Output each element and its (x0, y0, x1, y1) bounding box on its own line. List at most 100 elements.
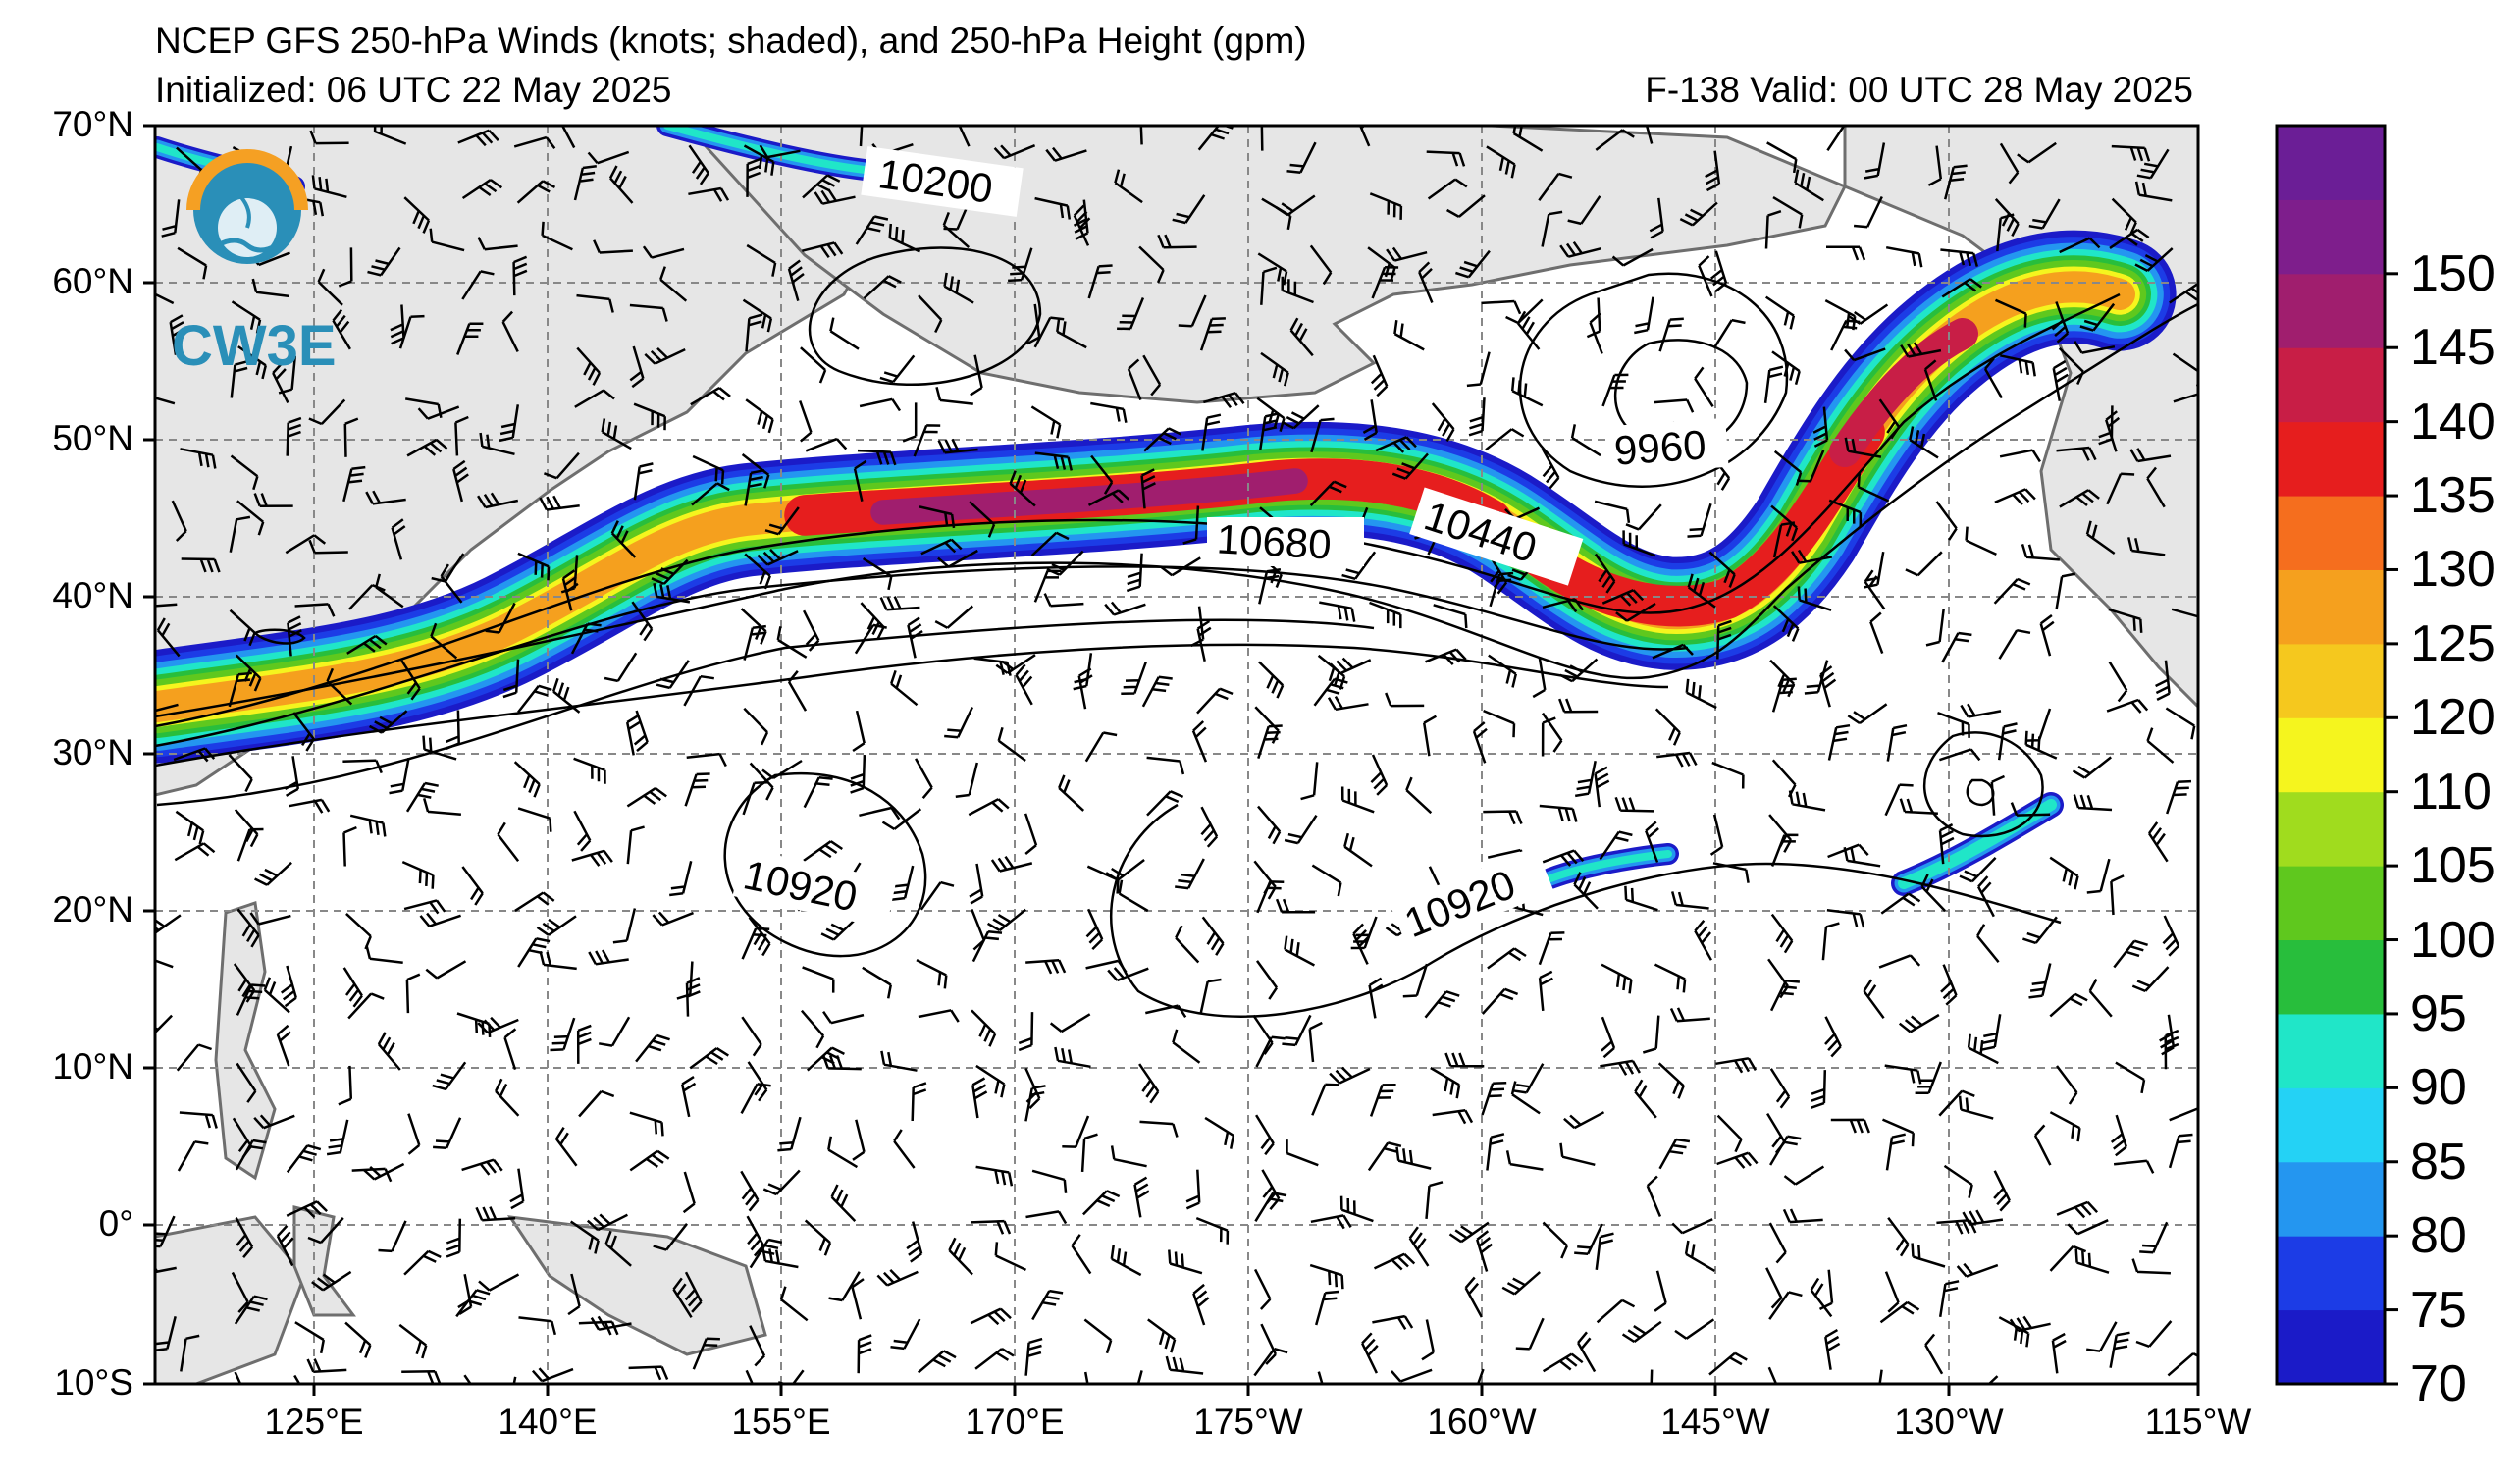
wind-barb (633, 402, 666, 431)
wind-barb (1309, 244, 1333, 286)
wind-barb (1767, 958, 1789, 999)
wind-barb (1286, 1139, 1319, 1167)
wind-barb (1255, 1035, 1286, 1068)
wind-barb (461, 270, 495, 300)
wind-barb (2072, 756, 2112, 779)
wind-barb (1255, 1114, 1275, 1156)
wind-barb (405, 781, 439, 813)
wind-barb (746, 243, 777, 277)
wind-barb (389, 757, 410, 795)
wind-barb (1882, 1118, 1915, 1147)
wind-barb (229, 515, 251, 553)
wind-barb (1175, 858, 1205, 890)
wind-barb (676, 961, 694, 1000)
wind-barb (377, 1032, 401, 1071)
wind-barb (990, 855, 1033, 873)
wind-barb (757, 549, 799, 566)
wind-barb (626, 825, 645, 865)
wind-barb (1766, 141, 1798, 174)
wind-barb (461, 1158, 503, 1176)
wind-barb (349, 814, 387, 837)
wind-speed-patch (1547, 850, 1672, 882)
wind-barb (820, 916, 860, 941)
wind-barb (1327, 695, 1369, 712)
wind-barb (1309, 1263, 1344, 1290)
wind-barb (1127, 358, 1142, 401)
wind-barb (494, 1078, 520, 1117)
latitude-label: 60°N (52, 261, 133, 301)
wind-barb (1056, 317, 1087, 349)
wind-barb (531, 1367, 574, 1383)
wind-barb (2139, 1221, 2169, 1254)
wind-barb (1143, 427, 1182, 452)
wind-barb (822, 1010, 865, 1025)
wind-barb (1788, 790, 1826, 812)
wind-barb (1772, 196, 1804, 229)
wind-barb (1994, 198, 2020, 237)
wind-barb (1927, 145, 1943, 186)
wind-barb (2135, 1320, 2173, 1348)
wind-barb (1033, 569, 1062, 603)
colorbar-label: 130 (2410, 541, 2495, 599)
wind-barb (1172, 194, 1206, 225)
wind-barb (1791, 549, 1833, 564)
wind-barb (1275, 194, 1316, 217)
wind-barb (610, 520, 637, 558)
wind-barb (1192, 1283, 1210, 1326)
wind-barb (1911, 1243, 1946, 1268)
wind-barb (974, 1348, 1015, 1370)
wind-barb (669, 861, 693, 897)
wind-barb (342, 465, 366, 503)
wind-barb (404, 397, 443, 418)
wind-barb (2146, 466, 2166, 508)
wind-barb (1857, 473, 1890, 503)
wind-barb (1999, 142, 2020, 185)
colorbar-bin (2277, 1236, 2385, 1311)
wind-barb (501, 310, 519, 352)
wind-barb (1960, 703, 2002, 718)
wind-barb (2051, 1332, 2067, 1374)
wind-barb (440, 563, 463, 604)
wind-barb (971, 1077, 988, 1119)
wind-barb (1427, 178, 1468, 200)
wind-barb (1671, 1218, 1713, 1235)
wind-barb (994, 1242, 1027, 1272)
wind-barb (2039, 614, 2055, 657)
wind-barb (294, 1321, 326, 1354)
wind-barb (1541, 716, 1556, 757)
wind-barb (276, 1225, 294, 1267)
wind-barb (1658, 1138, 1691, 1170)
wind-barb (1139, 126, 1143, 145)
wind-barb (1709, 814, 1724, 856)
wind-barb (1256, 397, 1286, 432)
wind-barb (1418, 261, 1434, 303)
latitude-label: 70°N (52, 104, 133, 144)
wind-barb (1105, 859, 1145, 881)
wind-barb (1118, 879, 1149, 913)
wind-barb (425, 960, 467, 980)
wind-barb (1261, 1169, 1281, 1210)
wind-barb (1386, 246, 1428, 262)
wind-barb (804, 1219, 832, 1256)
wind-barb (857, 1334, 872, 1374)
wind-barb (604, 652, 638, 683)
wind-barb (1577, 1331, 1597, 1373)
wind-barb (177, 1140, 209, 1172)
contour-line (155, 643, 1669, 768)
contour-label-bg (1409, 487, 1584, 586)
wind-barb (1646, 1175, 1662, 1217)
wind-barb (2088, 979, 2113, 1018)
wind-barb (659, 266, 688, 302)
wind-barb (1541, 712, 1563, 753)
wind-barb (1687, 573, 1716, 609)
wind-barb (1869, 611, 1884, 655)
wind-barb (284, 756, 300, 797)
wind-barb (1510, 1081, 1541, 1115)
wind-barb (174, 842, 216, 862)
wind-barb (1481, 1081, 1507, 1116)
wind-barb (1424, 990, 1460, 1019)
wind-barb (1071, 1234, 1092, 1275)
wind-barb (479, 432, 515, 456)
wind-barb (405, 973, 421, 1014)
wind-barb (1146, 756, 1185, 775)
